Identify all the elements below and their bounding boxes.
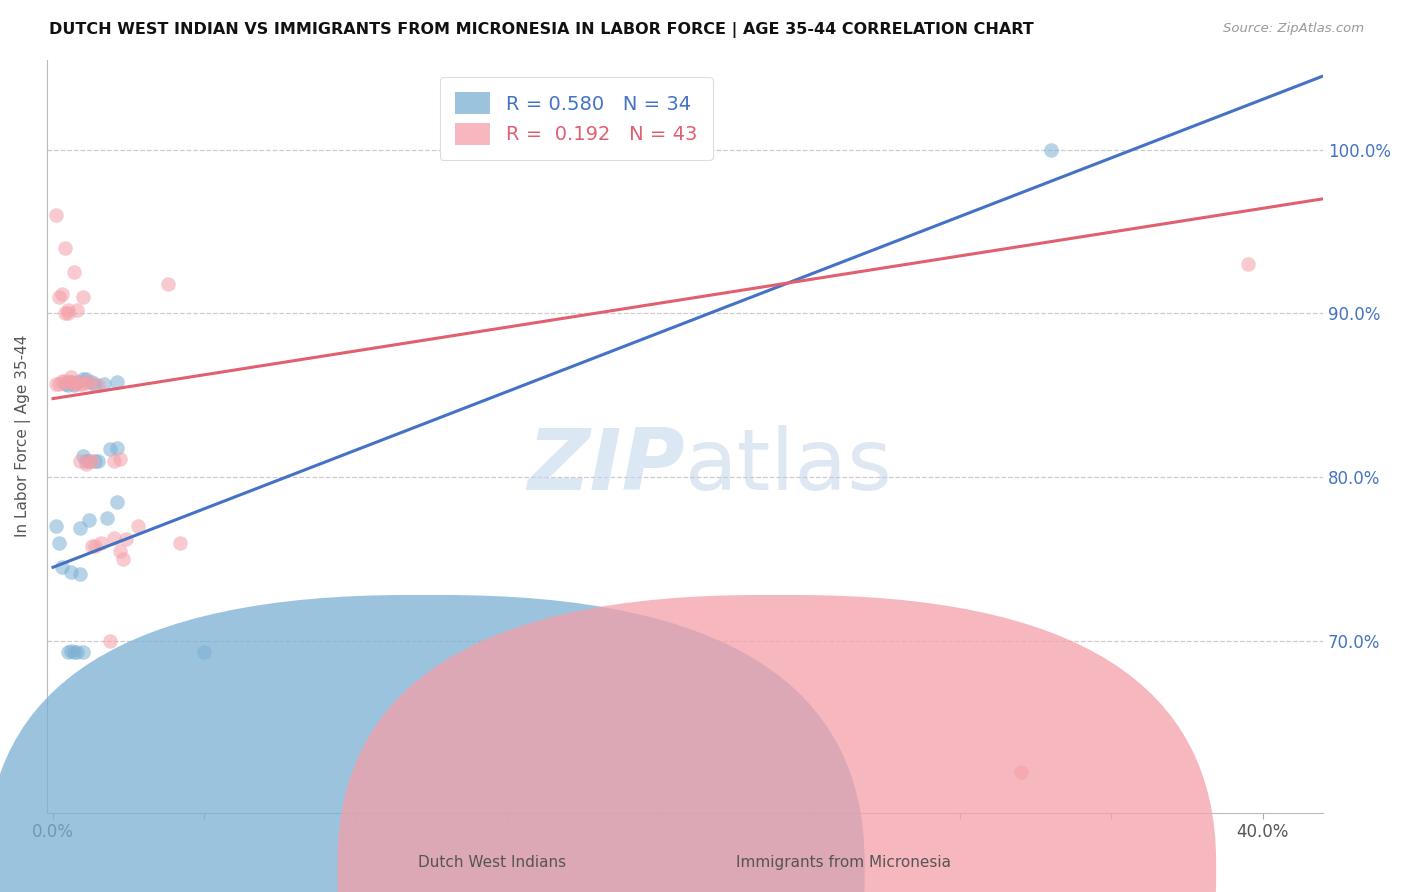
Point — [82, 539, 104, 553]
Point — [1010, 764, 1032, 779]
Point — [103, 454, 125, 468]
Text: ZIP: ZIP — [527, 425, 685, 508]
Point — [45, 208, 67, 222]
Point — [75, 375, 97, 389]
Y-axis label: In Labor Force | Age 35-44: In Labor Force | Age 35-44 — [15, 335, 31, 538]
Point — [87, 378, 110, 392]
Point — [66, 375, 89, 389]
Legend: R = 0.580   N = 34, R =  0.192   N = 43: R = 0.580 N = 34, R = 0.192 N = 43 — [440, 77, 713, 160]
Point — [75, 372, 97, 386]
Point — [79, 513, 101, 527]
Point — [127, 519, 149, 533]
Point — [48, 376, 70, 391]
Point — [111, 552, 134, 566]
Point — [114, 533, 136, 547]
Point — [63, 378, 86, 392]
Point — [60, 565, 83, 579]
Point — [66, 375, 89, 389]
Point — [48, 290, 70, 304]
Point — [69, 454, 91, 468]
Point — [93, 376, 115, 391]
Text: DUTCH WEST INDIAN VS IMMIGRANTS FROM MICRONESIA IN LABOR FORCE | AGE 35-44 CORRE: DUTCH WEST INDIAN VS IMMIGRANTS FROM MIC… — [49, 22, 1033, 38]
Point — [56, 378, 79, 392]
Point — [72, 290, 94, 304]
Point — [79, 375, 101, 389]
Text: Immigrants from Micronesia: Immigrants from Micronesia — [737, 855, 950, 870]
Point — [84, 454, 107, 468]
Point — [63, 265, 86, 279]
Point — [63, 376, 86, 391]
Point — [56, 375, 79, 389]
Point — [60, 644, 83, 658]
Point — [82, 454, 104, 468]
Text: Source: ZipAtlas.com: Source: ZipAtlas.com — [1223, 22, 1364, 36]
Point — [53, 306, 76, 320]
Point — [1236, 257, 1258, 271]
Point — [82, 375, 104, 389]
Point — [56, 303, 79, 318]
Point — [79, 454, 101, 468]
Point — [75, 454, 97, 468]
Point — [56, 645, 79, 659]
Point — [105, 375, 128, 389]
Point — [45, 519, 67, 533]
Point — [100, 634, 122, 648]
Point — [69, 521, 91, 535]
Point — [72, 449, 94, 463]
Point — [108, 452, 131, 467]
Point — [51, 286, 73, 301]
Point — [45, 376, 67, 391]
Point — [48, 535, 70, 549]
Point — [100, 442, 122, 457]
Point — [87, 454, 110, 468]
Point — [103, 531, 125, 545]
Point — [60, 370, 83, 384]
Point — [72, 645, 94, 659]
Point — [56, 306, 79, 320]
Point — [84, 539, 107, 553]
Point — [60, 375, 83, 389]
Point — [66, 303, 89, 318]
Text: Dutch West Indians: Dutch West Indians — [418, 855, 567, 870]
Point — [96, 511, 118, 525]
Point — [193, 645, 215, 659]
Point — [53, 376, 76, 391]
Point — [69, 376, 91, 391]
Point — [79, 454, 101, 468]
Point — [72, 372, 94, 386]
Point — [63, 645, 86, 659]
Point — [60, 375, 83, 389]
Point — [1039, 143, 1062, 157]
Point — [69, 566, 91, 581]
Point — [169, 535, 191, 549]
Point — [84, 378, 107, 392]
Point — [108, 544, 131, 558]
Point — [156, 277, 179, 291]
Point — [75, 457, 97, 471]
Text: atlas: atlas — [685, 425, 893, 508]
Point — [53, 241, 76, 255]
Point — [72, 376, 94, 391]
Point — [90, 535, 112, 549]
Point — [51, 560, 73, 574]
Point — [66, 645, 89, 659]
Point — [51, 374, 73, 388]
Point — [53, 374, 76, 388]
Point — [105, 495, 128, 509]
Point — [105, 441, 128, 455]
